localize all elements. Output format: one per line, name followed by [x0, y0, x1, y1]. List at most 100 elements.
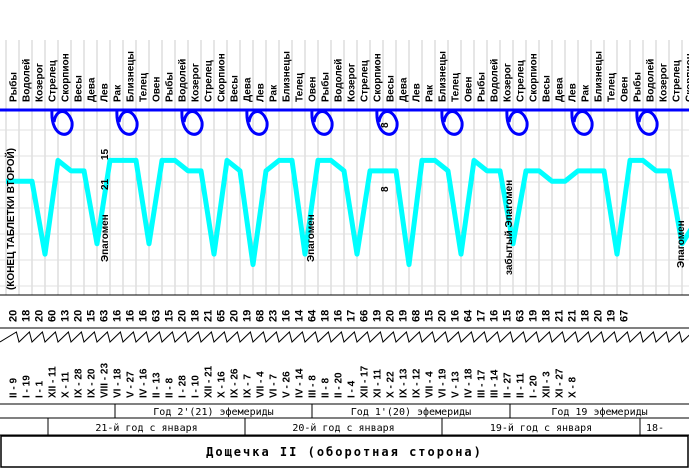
date-label: I - 19	[22, 375, 33, 398]
zodiac-label: Скорпион	[373, 53, 384, 102]
annotation: 21	[100, 178, 111, 190]
number-label: 16	[450, 310, 462, 322]
annotation: Эпагомен	[306, 214, 317, 262]
loop-mark	[570, 109, 594, 136]
number-label: 16	[138, 310, 150, 322]
date-label: III - 14	[490, 369, 501, 398]
zodiac-label: Скорпион	[529, 53, 540, 102]
date-label: II - 13	[152, 372, 163, 398]
number-label: 13	[60, 310, 72, 322]
date-label: XII - 11	[48, 366, 59, 398]
zodiac-label: Стрелец	[360, 59, 371, 102]
date-label: II - 11	[516, 373, 527, 398]
date-label: XII - 17	[360, 365, 371, 398]
zodiac-label: Весы	[386, 75, 397, 102]
date-label: XII - 21	[204, 365, 215, 398]
zigzag	[0, 331, 689, 343]
number-label: 18	[21, 310, 33, 322]
date-label: I - 20	[529, 375, 540, 398]
number-label: 18	[320, 310, 332, 322]
date-label: II - 8	[321, 378, 332, 398]
zodiac-label: Овен	[308, 77, 319, 102]
number-label: 20	[437, 310, 449, 322]
number-label: 20	[8, 310, 20, 322]
date-label: III - 17	[477, 369, 488, 398]
date-label: XII - 3	[542, 371, 553, 398]
zodiac-label: Лев	[568, 83, 579, 102]
number-label: 16	[281, 310, 293, 322]
zodiac-label: Весы	[542, 75, 553, 102]
date-label: V - 13	[451, 371, 462, 398]
loop-mark	[505, 109, 529, 136]
zodiac-label: Стрелец	[204, 59, 215, 102]
date-label: XI - 27	[555, 368, 566, 398]
zodiac-label: Рак	[581, 84, 592, 102]
date-label: VI - 18	[113, 368, 124, 398]
date-label: I - 28	[178, 375, 189, 398]
date-label: VI - 7	[269, 374, 280, 398]
zodiac-label: Телец	[451, 72, 462, 102]
ephemeris-label: Год 19 эфемериды	[551, 406, 647, 418]
y-axis-label: (КОНЕЦ ТАБЛЕТКИ ВТОРОЙ)	[4, 148, 17, 290]
zodiac-label: Дева	[555, 77, 566, 102]
zodiac-label: Овен	[152, 77, 163, 102]
zodiac-label: Водолей	[334, 59, 345, 102]
number-label: 17	[476, 310, 488, 322]
date-label: IX - 12	[412, 368, 423, 398]
date-label: X - 16	[217, 371, 228, 398]
date-label: VII - 4	[425, 371, 436, 398]
zodiac-label: Лев	[100, 83, 111, 102]
number-label: 18	[190, 310, 202, 322]
number-label: 64	[307, 309, 319, 322]
zodiac-label: Рыбы	[164, 72, 176, 102]
year-label: 18-	[646, 423, 664, 434]
number-label: 68	[411, 310, 423, 322]
loop-mark	[50, 109, 74, 136]
number-label: 23	[268, 310, 280, 322]
date-label: I - 1	[35, 380, 46, 398]
ephemeris-label: Год 1'(20) эфемериды	[351, 406, 471, 418]
date-label: I - 4	[347, 380, 358, 398]
number-label: 16	[112, 310, 124, 322]
zodiac-label: Дева	[399, 77, 410, 102]
date-label: VII - 4	[256, 371, 267, 398]
zodiac-label: Весы	[74, 75, 85, 102]
number-label: 64	[463, 309, 475, 322]
loop-mark	[375, 109, 399, 136]
loop-mark	[180, 109, 204, 136]
number-label: 20	[593, 310, 605, 322]
year-label: 19-й год с января	[490, 422, 592, 434]
number-label: 16	[125, 310, 137, 322]
year-label: 21-й год с января	[95, 422, 197, 434]
date-label: X - 8	[568, 376, 579, 398]
number-label: 19	[372, 310, 384, 322]
zodiac-label: Козерог	[35, 63, 46, 102]
number-label: 19	[528, 310, 540, 322]
number-label: 20	[385, 310, 397, 322]
chart-title: Дощечка II (оборотная сторона)	[206, 445, 483, 459]
zodiac-label: Скорпион	[685, 53, 689, 102]
loop-mark	[245, 109, 269, 136]
zodiac-label: Телец	[607, 72, 618, 102]
number-label: 14	[294, 309, 306, 322]
zodiac-label: Козерог	[659, 63, 670, 102]
date-label: X - 22	[386, 371, 397, 398]
date-label: IX - 28	[74, 368, 85, 398]
number-label: 16	[489, 310, 501, 322]
zodiac-label: Водолей	[490, 59, 501, 102]
date-label: IV - 18	[464, 368, 475, 398]
number-label: 21	[554, 310, 566, 322]
date-label: II - 20	[334, 372, 345, 398]
annotation: 8	[380, 186, 391, 192]
zodiac-label: Рак	[269, 84, 280, 102]
number-label: 21	[567, 310, 579, 322]
zodiac-label: Лев	[412, 83, 423, 102]
zodiac-label: Стрелец	[48, 59, 59, 102]
number-label: 20	[34, 310, 46, 322]
number-label: 15	[424, 310, 436, 322]
zodiac-label: Близнецы	[438, 51, 449, 102]
date-label: IV - 14	[295, 368, 306, 398]
zodiac-label: Рыбы	[476, 72, 488, 102]
zodiac-label: Скорпион	[217, 53, 228, 102]
